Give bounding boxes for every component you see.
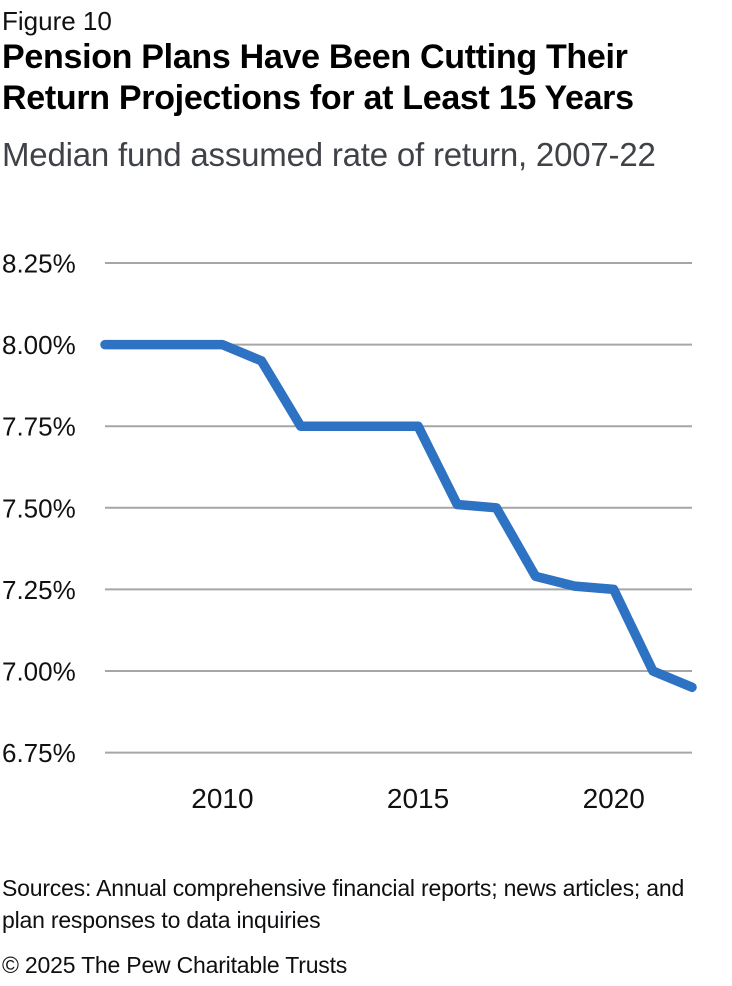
sources-note: Sources: Annual comprehensive financial … — [2, 875, 685, 933]
y-tick-label: 7.00% — [2, 657, 76, 687]
y-tick-label: 7.25% — [2, 575, 76, 605]
y-tick-label: 7.75% — [2, 412, 76, 442]
x-tick-label: 2020 — [583, 783, 645, 814]
copyright-note: © 2025 The Pew Charitable Trusts — [2, 952, 348, 978]
y-tick-label: 8.00% — [2, 330, 76, 360]
y-tick-label: 6.75% — [2, 738, 76, 768]
line-chart: 8.25% 8.00% 7.75% 7.50% 7.25% 7.00% 6.75% 2010 2… — [2, 249, 697, 814]
x-tick-label: 2010 — [191, 783, 253, 814]
chart-subtitle: Median fund assumed rate of return, 2007… — [2, 136, 656, 173]
y-tick-label: 8.25% — [2, 249, 76, 279]
y-tick-label: 7.50% — [2, 493, 76, 523]
x-tick-label: 2015 — [387, 783, 449, 814]
trend-line — [100, 339, 697, 693]
chart-title: Pension Plans Have Been Cutting Their Re… — [2, 38, 634, 117]
figure-label: Figure 10 — [2, 6, 112, 36]
